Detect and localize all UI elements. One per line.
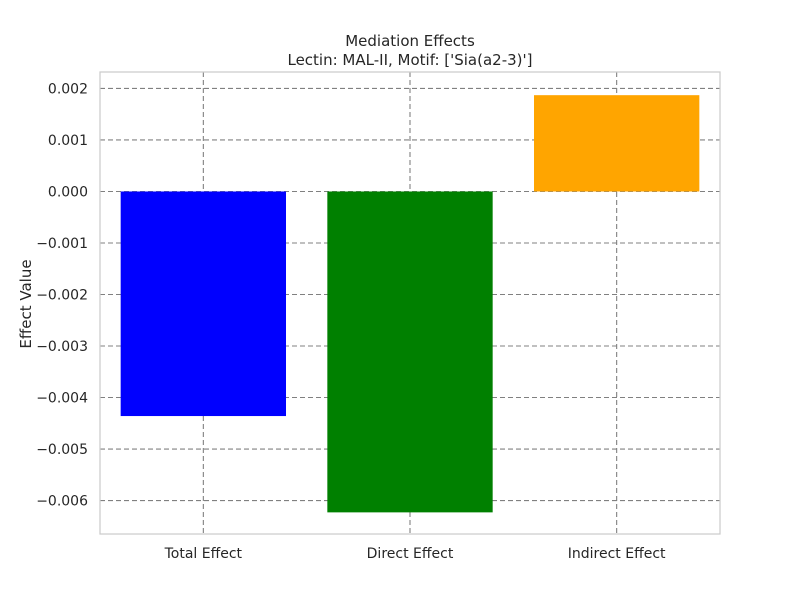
y-tick-label: −0.004	[36, 391, 88, 407]
chart-title: Mediation Effects	[345, 32, 475, 50]
x-tick-label: Total Effect	[164, 546, 243, 562]
y-tick-label: 0.002	[48, 81, 88, 97]
bar-direct-effect	[327, 191, 493, 513]
bars	[120, 95, 700, 513]
y-axis-label: Effect Value	[17, 259, 35, 348]
chart-subtitle: Lectin: MAL-II, Motif: ['Sia(a2-3)']	[287, 51, 532, 69]
x-tick-label: Direct Effect	[367, 546, 454, 562]
y-tick-label: 0.000	[48, 184, 88, 200]
y-tick-label: −0.006	[36, 494, 88, 510]
y-tick-label: −0.001	[36, 236, 88, 252]
plot-area-frame	[99, 71, 721, 535]
tick-labels: 0.002 0.001 0.000 −0.001 −0.002 −0.003 −0.004 −…	[36, 81, 666, 562]
bar-total-effect	[120, 191, 287, 417]
y-tick-label: −0.003	[36, 339, 88, 355]
y-tick-label: 0.001	[48, 133, 88, 149]
x-tick-label: Indirect Effect	[568, 546, 666, 562]
y-tick-label: −0.005	[36, 442, 88, 458]
bar-indirect-effect	[534, 95, 700, 192]
y-tick-label: −0.002	[36, 288, 88, 304]
